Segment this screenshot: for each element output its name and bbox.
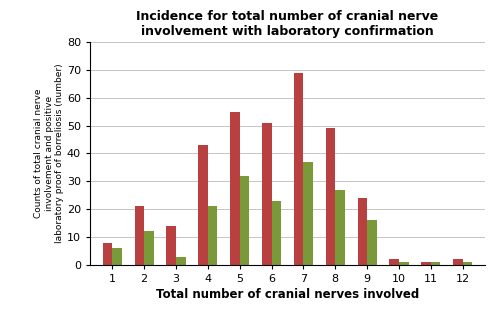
- Bar: [144, 231, 154, 265]
- Bar: [367, 220, 376, 265]
- Bar: [102, 243, 113, 265]
- Bar: [262, 123, 272, 265]
- Y-axis label: Counts of total cranial nerve
involvement and positive
laboratory proof of borre: Counts of total cranial nerve involvemen…: [34, 64, 64, 243]
- Bar: [134, 206, 144, 265]
- Bar: [431, 262, 440, 265]
- X-axis label: Total number of cranial nerves involved: Total number of cranial nerves involved: [156, 288, 419, 301]
- Bar: [230, 112, 239, 265]
- Title: Incidence for total number of cranial nerve
involvement with laboratory confirma: Incidence for total number of cranial ne…: [136, 10, 438, 38]
- Bar: [326, 128, 336, 265]
- Bar: [240, 176, 250, 265]
- Bar: [358, 198, 367, 265]
- Bar: [208, 206, 218, 265]
- Bar: [294, 73, 304, 265]
- Bar: [390, 259, 399, 265]
- Bar: [166, 226, 176, 265]
- Bar: [304, 162, 313, 265]
- Bar: [272, 201, 281, 265]
- Bar: [453, 259, 462, 265]
- Bar: [336, 190, 345, 265]
- Bar: [198, 145, 208, 265]
- Bar: [422, 262, 431, 265]
- Bar: [176, 256, 186, 265]
- Bar: [462, 262, 472, 265]
- Bar: [399, 262, 408, 265]
- Bar: [112, 248, 122, 265]
